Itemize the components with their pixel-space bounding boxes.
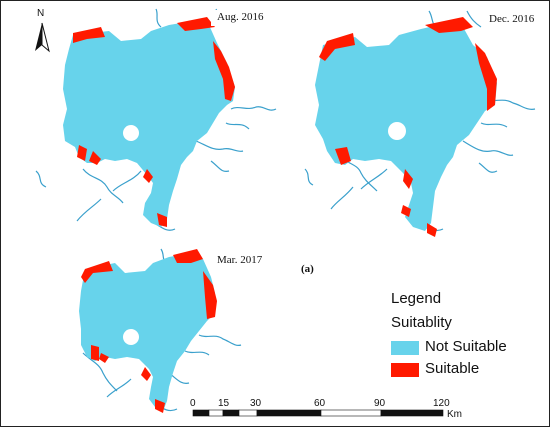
island <box>123 125 139 141</box>
suitable-areas <box>81 249 217 413</box>
scale-tick-15: 15 <box>218 398 230 409</box>
north-arrow-icon <box>35 22 50 53</box>
north-letter: N <box>37 8 45 19</box>
panel-label: (a) <box>301 263 314 275</box>
scale-tick-120: 120 <box>433 398 450 409</box>
map-dec-2016 <box>304 10 539 237</box>
island <box>123 329 139 345</box>
lake-body <box>63 21 235 227</box>
north-arrow: N <box>31 8 53 55</box>
map-mar-2017 <box>79 248 269 413</box>
legend-swatch-not-suitable <box>391 341 419 355</box>
legend-label-not-suitable: Not Suitable <box>425 338 507 355</box>
map-date-mar-2017: Mar. 2017 <box>217 254 263 266</box>
lake-body <box>315 23 497 231</box>
scale-tick-90: 90 <box>374 398 386 409</box>
lake-body <box>79 253 215 411</box>
legend-label-suitable: Suitable <box>425 360 480 377</box>
island <box>388 122 406 140</box>
scale-bar-segments <box>192 409 444 417</box>
suitable-areas <box>319 17 497 237</box>
legend-subtitle: Suitablity <box>391 314 452 331</box>
legend-swatch-suitable <box>391 363 419 377</box>
legend-title: Legend <box>391 290 442 307</box>
map-date-aug-2016: Aug. 2016 <box>217 11 264 23</box>
map-aug-2016 <box>35 8 277 231</box>
scale-bar-labels: 0 15 30 60 90 120 Km <box>190 398 462 420</box>
suitable-areas <box>73 17 235 227</box>
scale-tick-60: 60 <box>314 398 326 409</box>
map-date-dec-2016: Dec. 2016 <box>489 13 535 25</box>
scale-tick-30: 30 <box>250 398 262 409</box>
scale-unit: Km <box>447 409 462 420</box>
scale-tick-0: 0 <box>190 398 196 409</box>
